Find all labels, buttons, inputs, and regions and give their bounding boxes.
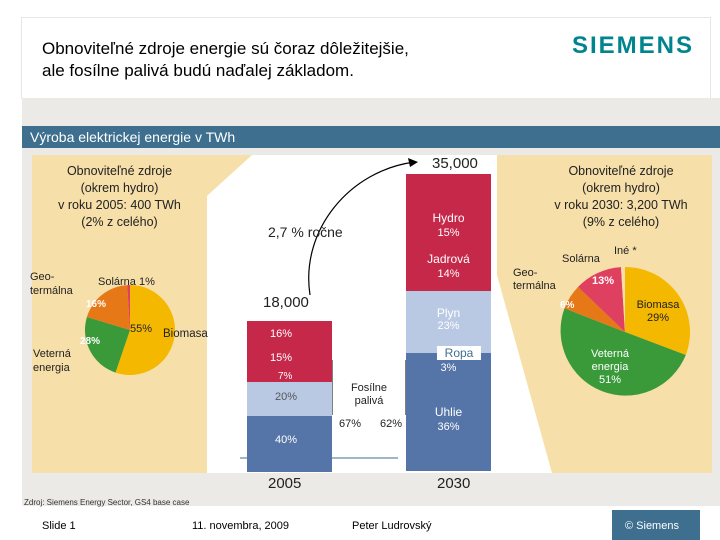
pie2-wind-label: Veterná energia 51%: [580, 348, 640, 387]
pie2-geo-label: Geo- termálna: [513, 267, 556, 293]
right-line-1: Obnoviteľné zdroje: [568, 164, 674, 178]
bar-2005-nuclear-value: 15%: [270, 352, 293, 364]
bar-2030-hydro-label: Hydro: [432, 211, 465, 225]
bar-2030-coal: [406, 363, 491, 471]
pie-2030-slice-solar: [578, 267, 625, 332]
pie1-biomass-label: Biomasa: [163, 328, 208, 340]
pie1-biomass-value: 55%: [130, 323, 153, 335]
fossil-2005-value: 67%: [339, 418, 362, 430]
bar-2030-nuclear-label: Jadrová: [427, 252, 470, 266]
pie-2005-renewables: [84, 285, 175, 375]
pie-2005-slice-geo: [86, 285, 130, 330]
pie1-geo-label: Geo- termálna: [30, 270, 73, 298]
bar-2005-coal: [247, 416, 332, 472]
section-banner: [22, 126, 720, 148]
pie2-other-label: Iné *: [614, 245, 637, 257]
bar-2030-nuclear: [406, 236, 491, 291]
left-renewables-label: Obnoviteľné zdroje (okrem hydro) v roku …: [32, 163, 207, 231]
pie1-wind-line1: Veterná: [33, 348, 71, 360]
bar-2030-hydro-value: 15%: [437, 227, 460, 239]
pie-2030-slice-wind: [560, 308, 686, 396]
pie1-wind-value: 28%: [80, 336, 101, 347]
pie2-biomass-label: Biomasa: [636, 299, 680, 311]
right-line-4: (9% z celého): [582, 215, 660, 229]
pie-2005-slice-wind: [84, 317, 130, 373]
year-2030: 2030: [437, 475, 471, 492]
growth-rate: 2,7 % ročne: [268, 224, 343, 240]
growth-arrow: [308, 161, 416, 296]
total-2030: 35,000: [432, 155, 478, 172]
pie1-geo-value: 16%: [86, 299, 107, 310]
bar-2030-gas: [406, 291, 491, 353]
bar-2030-oil-label: Ropa: [437, 346, 481, 360]
pie2-solar-value: 13%: [592, 275, 615, 287]
pie2-wind-line2: energia: [591, 361, 629, 373]
bar-2030-gas-value: 23%: [437, 320, 460, 332]
slide-title: Obnoviteľné zdroje energie sú čoraz dôle…: [42, 38, 542, 82]
bar-2030-coal-label: Uhlie: [434, 405, 463, 419]
bar-2005-nuclear: [247, 342, 332, 371]
bar-2005-oil: [247, 371, 332, 382]
title-line-2: ale fosílne palivá budú naďalej základom…: [42, 61, 354, 80]
pie-2030-slice-biomass: [625, 267, 691, 355]
right-line-2: (okrem hydro): [582, 181, 660, 195]
slide-author: Peter Ludrovský: [352, 520, 432, 532]
bar-2005-hydro-value: 16%: [270, 328, 293, 340]
pie2-wind-value: 51%: [598, 374, 622, 386]
right-line-3: v roku 2030: 3,200 TWh: [554, 198, 688, 212]
pie1-wind-line2: energia: [33, 362, 70, 374]
pie-2030-slice-other: [621, 266, 625, 332]
growth-arrow-head: [408, 158, 418, 167]
pie-2005-slice-biomass: [115, 285, 175, 375]
footer-brand-block: [612, 510, 700, 540]
left-line-1: Obnoviteľné zdroje: [66, 164, 173, 178]
left-line-2: (okrem hydro): [80, 181, 159, 195]
pie-2030-renewables: [560, 266, 691, 396]
bar-2030-oil-value: 3%: [440, 362, 457, 374]
source-note: Zdroj: Siemens Energy Sector, GS4 base c…: [24, 498, 190, 507]
bar-2030-hydro: [406, 174, 491, 236]
pie2-biomass-value: 29%: [646, 312, 670, 324]
bar-2030-coal-value: 36%: [437, 421, 460, 433]
fossil-label: Fosílne palivá: [334, 382, 404, 408]
bar-2005-gas-value: 20%: [275, 391, 298, 403]
pie2-geo-value: 6%: [560, 300, 575, 311]
pie2-wind-line1: Veterná: [591, 348, 629, 360]
pie2-geo-line1: Geo-: [513, 267, 538, 279]
right-renewables-label: Obnoviteľné zdroje (okrem hydro) v roku …: [530, 163, 712, 231]
left-line-4: (2% z celého): [81, 215, 158, 229]
fossil-2030-value: 62%: [380, 418, 403, 430]
total-2005: 18,000: [263, 294, 309, 311]
bar-2005-hydro: [247, 321, 332, 342]
pie2-solar-label: Solárna: [562, 253, 600, 265]
slide-number: Slide 1: [42, 520, 76, 532]
pie1-geo-line1: Geo-: [30, 271, 55, 283]
fossil-label-line2: palivá: [354, 395, 384, 407]
pie1-solar-label: Solárna 1%: [98, 276, 155, 288]
pie1-geo-line2: termálna: [30, 285, 73, 297]
bar-2005-coal-value: 40%: [275, 434, 298, 446]
siemens-logo: SIEMENS: [572, 32, 695, 59]
bar-2005-gas: [247, 382, 332, 416]
slide-date: 11. novembra, 2009: [192, 520, 290, 532]
bar-2005-oil-value: 7%: [278, 371, 293, 382]
pie-2005-slice-solar: [127, 285, 130, 330]
fossil-label-line1: Fosílne: [350, 382, 388, 394]
banner-text: Výroba elektrickej energie v TWh: [30, 129, 236, 145]
pie-2030-slice-geo: [564, 287, 625, 332]
title-box: [22, 18, 710, 98]
left-line-3: v roku 2005: 400 TWh: [58, 198, 181, 212]
pie1-wind-label: Veterná energia: [33, 347, 71, 375]
bar-2030-nuclear-value: 14%: [437, 268, 460, 280]
stacked-bars: [240, 158, 491, 472]
pie2-geo-line2: termálna: [513, 280, 556, 292]
title-line-1: Obnoviteľné zdroje energie sú čoraz dôle…: [42, 39, 409, 58]
year-2005: 2005: [268, 475, 302, 492]
bar-2030-gas-label: Plyn: [436, 306, 461, 320]
copyright: © Siemens: [625, 520, 679, 532]
